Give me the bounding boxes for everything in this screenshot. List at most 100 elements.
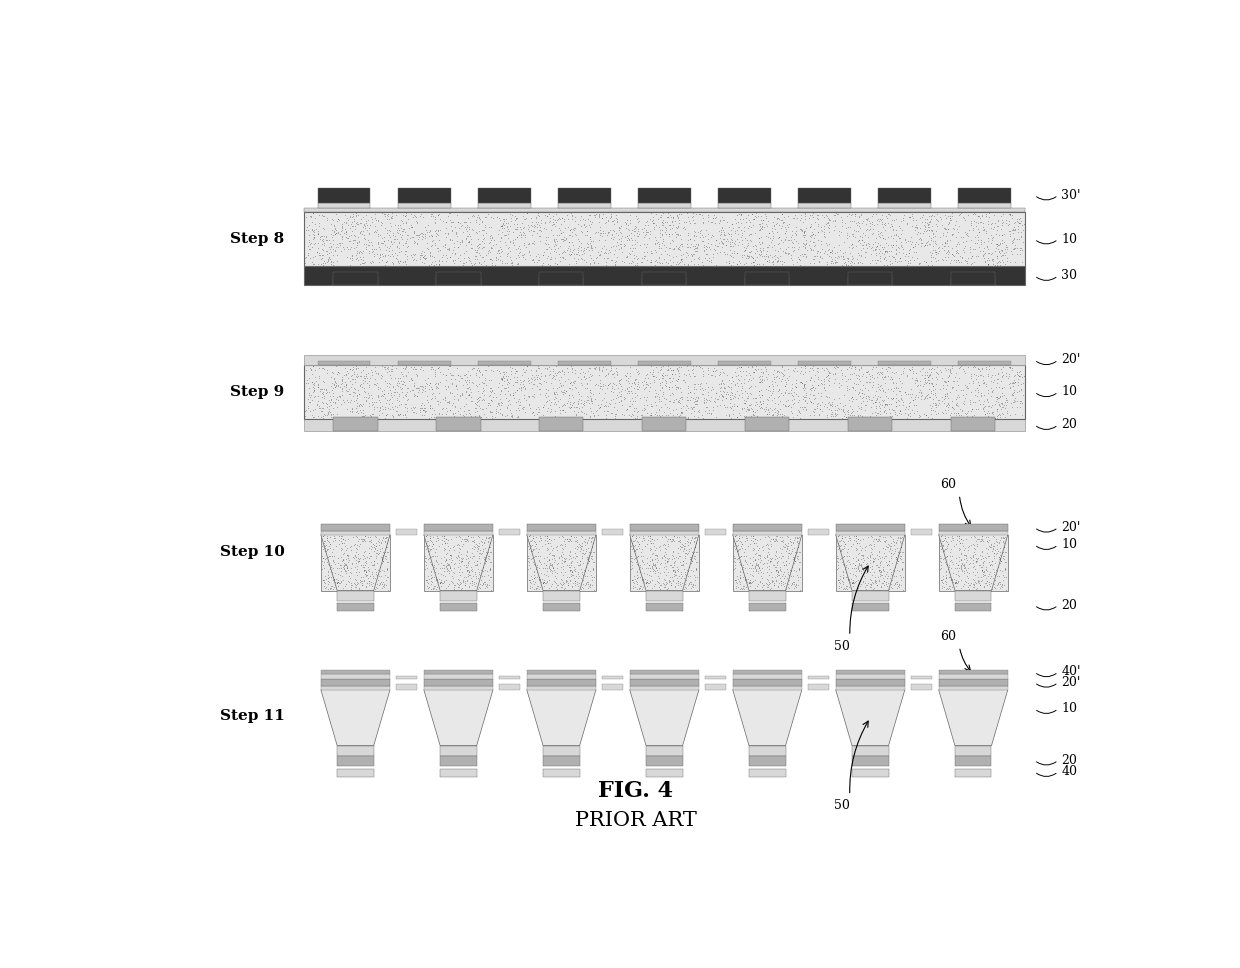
Point xyxy=(791,223,811,238)
Point xyxy=(353,255,373,270)
Bar xyxy=(706,684,727,690)
Polygon shape xyxy=(630,690,699,745)
Point xyxy=(651,207,671,223)
Point xyxy=(843,574,863,590)
Point xyxy=(424,578,444,593)
Point xyxy=(523,557,543,572)
Point xyxy=(753,234,773,250)
Point xyxy=(518,374,538,389)
Point xyxy=(818,242,838,257)
Bar xyxy=(939,680,1008,685)
Point xyxy=(652,367,672,382)
Point xyxy=(714,397,734,412)
Point xyxy=(315,407,335,422)
Point xyxy=(841,398,861,413)
Point xyxy=(779,566,799,582)
Point xyxy=(482,230,502,246)
Point xyxy=(991,529,1011,544)
Point xyxy=(490,248,510,263)
Point xyxy=(678,409,698,425)
Point xyxy=(663,572,683,588)
Point xyxy=(810,402,830,417)
Point xyxy=(651,362,671,378)
Point xyxy=(994,539,1014,555)
Point xyxy=(448,239,467,255)
Point xyxy=(877,243,897,258)
Point xyxy=(846,560,866,576)
Point xyxy=(312,553,332,568)
Point xyxy=(640,376,660,391)
Point xyxy=(880,219,900,234)
Point xyxy=(480,404,500,419)
Point xyxy=(352,243,372,258)
Point xyxy=(523,377,543,392)
Point xyxy=(536,575,556,590)
Point xyxy=(498,230,518,246)
Point xyxy=(603,231,622,247)
Point xyxy=(926,236,946,252)
Point xyxy=(755,251,775,266)
Point xyxy=(466,575,486,590)
Point xyxy=(627,226,647,241)
Point xyxy=(818,364,838,379)
Point xyxy=(878,237,898,253)
Point xyxy=(667,360,687,376)
Point xyxy=(579,360,599,376)
Point xyxy=(337,249,357,264)
Point xyxy=(579,408,599,424)
Point xyxy=(832,257,852,273)
Point xyxy=(465,548,485,563)
Point xyxy=(920,214,940,229)
Point xyxy=(346,240,366,256)
Point xyxy=(554,575,574,590)
Point xyxy=(985,545,1004,560)
Point xyxy=(887,550,906,565)
Point xyxy=(908,403,928,418)
Point xyxy=(606,215,626,230)
Point xyxy=(861,529,880,544)
Point xyxy=(714,227,734,243)
Point xyxy=(889,383,909,399)
Point xyxy=(759,576,779,591)
Point xyxy=(978,394,998,409)
Point xyxy=(570,219,590,234)
Point xyxy=(931,560,951,576)
Point xyxy=(598,225,618,240)
Point xyxy=(889,546,909,561)
Point xyxy=(637,578,657,593)
Point xyxy=(528,405,548,420)
Point xyxy=(792,248,812,263)
Point xyxy=(470,364,490,379)
Point xyxy=(820,221,839,236)
Point xyxy=(439,579,459,594)
Point xyxy=(727,543,746,559)
Point xyxy=(604,213,624,228)
Point xyxy=(653,358,673,374)
Point xyxy=(465,252,485,267)
Point xyxy=(450,561,470,577)
Point xyxy=(469,389,489,405)
Point xyxy=(544,562,564,578)
Point xyxy=(853,393,873,408)
Point xyxy=(872,392,892,408)
Point xyxy=(740,556,760,571)
Point xyxy=(312,403,332,418)
Point xyxy=(632,541,652,557)
Point xyxy=(722,216,742,231)
Point xyxy=(629,380,649,396)
Point xyxy=(800,219,820,234)
Point xyxy=(459,579,479,594)
Point xyxy=(745,361,765,377)
Point xyxy=(878,381,898,397)
Point xyxy=(861,572,880,588)
Point xyxy=(874,216,894,231)
Point xyxy=(492,218,512,233)
Point xyxy=(608,212,627,227)
Point xyxy=(565,563,585,579)
Point xyxy=(775,229,795,245)
Point xyxy=(1001,207,1021,223)
Point xyxy=(351,364,371,379)
Point xyxy=(312,572,332,588)
Point xyxy=(723,407,743,422)
Point xyxy=(657,554,677,569)
